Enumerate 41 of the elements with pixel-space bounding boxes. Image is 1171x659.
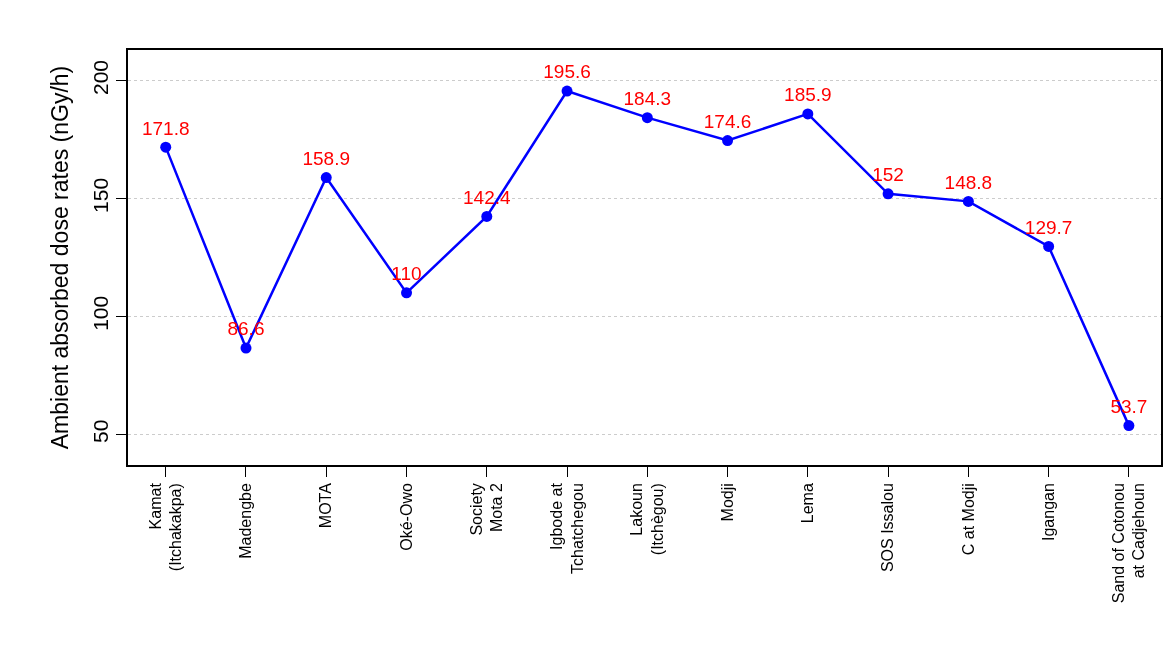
y-tick-label: 100	[88, 295, 112, 331]
x-tick-label: Madengbe	[237, 483, 255, 559]
data-label: 185.9	[784, 84, 832, 106]
x-tick-label: Igbode at Tchatchegou	[547, 482, 586, 574]
y-tick-label: 200	[88, 59, 112, 96]
y-axis-title: Ambient absorbed dose rates (nGy/h)	[46, 65, 73, 450]
x-tick-label: Modji	[718, 483, 736, 522]
x-tick-label: Sand of Cotonou at Cadjehoun	[1109, 483, 1148, 604]
point	[1123, 420, 1135, 432]
data-label: 158.9	[302, 147, 351, 169]
x-tick-label: Igangan	[1039, 483, 1057, 541]
point	[481, 210, 493, 222]
data-label: 174.6	[703, 110, 752, 132]
point	[401, 287, 413, 299]
data-label: 184.3	[623, 88, 672, 110]
point	[1043, 240, 1055, 252]
point	[882, 188, 894, 200]
x-tick-label: C at Modji	[959, 483, 977, 556]
x-tick-label: Lema	[799, 483, 817, 524]
y-tick-label: 50	[88, 419, 112, 443]
point	[962, 195, 974, 207]
point	[240, 342, 252, 354]
point	[561, 85, 573, 97]
data-label: 110	[391, 263, 422, 285]
x-tick-label: Oké-Owo	[397, 483, 415, 551]
data-label: 171.8	[141, 117, 190, 139]
point	[160, 141, 172, 153]
point	[802, 108, 814, 120]
x-tick-label: Kamat (Itchakakpa)	[146, 482, 185, 572]
data-label: 148.8	[944, 171, 993, 193]
x-tick-label: Lakoun (Itchègou)	[628, 483, 666, 556]
x-tick-label: SOS Issalou	[879, 483, 897, 573]
point	[722, 135, 734, 147]
point	[320, 172, 332, 184]
y-tick-label: 150	[88, 177, 112, 213]
point	[641, 112, 653, 124]
data-label: 195.6	[543, 61, 591, 83]
data-label: 129.7	[1024, 216, 1073, 238]
x-tick-label: Society Mota 2	[467, 483, 506, 536]
x-tick-label: MOTA	[317, 482, 335, 529]
data-label: 152	[872, 164, 904, 186]
